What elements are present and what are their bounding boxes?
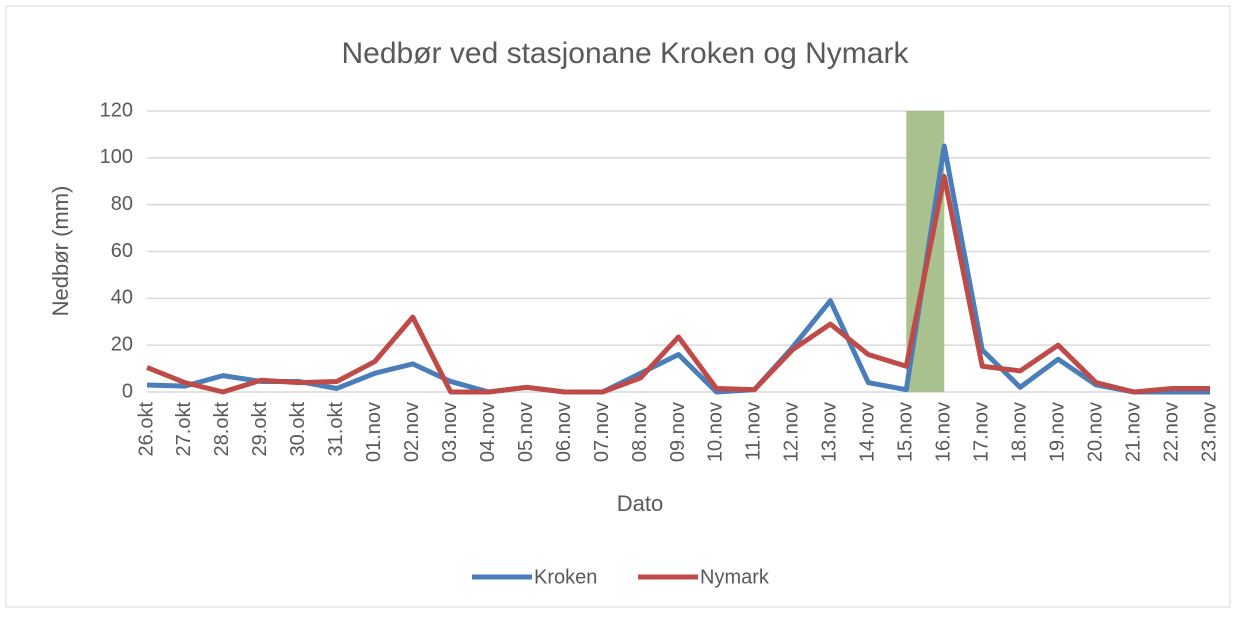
y-tick-label: 20 — [111, 333, 133, 355]
chart-border — [5, 5, 1231, 608]
x-tick-label: 23.nov — [1198, 402, 1220, 462]
x-tick-label: 22.nov — [1160, 402, 1182, 462]
line-series — [146, 174, 1210, 395]
x-tick-label: 13.nov — [819, 402, 841, 462]
y-tick-label: 40 — [111, 287, 133, 309]
y-axis-label: Nedbør (mm) — [48, 186, 73, 317]
x-tick-label: 12.nov — [781, 402, 803, 462]
x-tick-label: 03.nov — [439, 402, 461, 462]
legend-label: Nymark — [700, 566, 770, 588]
x-tick-label: 27.okt — [173, 402, 195, 457]
y-tick-label: 60 — [111, 240, 133, 262]
x-tick-label: 06.nov — [553, 402, 575, 462]
x-tick-label: 19.nov — [1046, 402, 1068, 462]
chart-title: Nedbør ved stasjonane Kroken og Nymark — [342, 37, 910, 70]
x-tick-label: 14.nov — [857, 402, 879, 462]
x-tick-label: 21.nov — [1122, 402, 1144, 462]
legend-label: Kroken — [534, 566, 597, 588]
x-tick-label: 18.nov — [1008, 402, 1030, 462]
x-tick-label: 28.okt — [211, 402, 233, 457]
x-tick-label: 30.okt — [287, 402, 309, 457]
x-tick-label: 02.nov — [401, 402, 423, 462]
x-tick-label: 09.nov — [667, 402, 689, 462]
x-tick-label: 07.nov — [591, 402, 613, 462]
x-tick-label: 26.okt — [135, 402, 157, 457]
y-tick-label: 100 — [100, 146, 133, 168]
x-axis-label: Dato — [617, 491, 663, 516]
x-tick-label: 15.nov — [895, 402, 917, 462]
x-tick-label: 20.nov — [1084, 402, 1106, 462]
x-tick-label: 10.nov — [705, 402, 727, 462]
x-tick-label: 16.nov — [933, 402, 955, 462]
y-tick-label: 0 — [122, 380, 133, 402]
line-series — [146, 143, 1210, 395]
y-tick-label: 80 — [111, 193, 133, 215]
x-tick-label: 31.okt — [325, 402, 347, 457]
x-tick-label: 17.nov — [970, 402, 992, 462]
x-tick-label: 05.nov — [515, 402, 537, 462]
x-tick-label: 01.nov — [363, 402, 385, 462]
x-tick-label: 29.okt — [249, 402, 271, 457]
x-tick-label: 08.nov — [629, 402, 651, 462]
x-tick-label: 04.nov — [477, 402, 499, 462]
x-tick-label: 11.nov — [743, 402, 765, 461]
y-tick-label: 120 — [100, 99, 133, 121]
